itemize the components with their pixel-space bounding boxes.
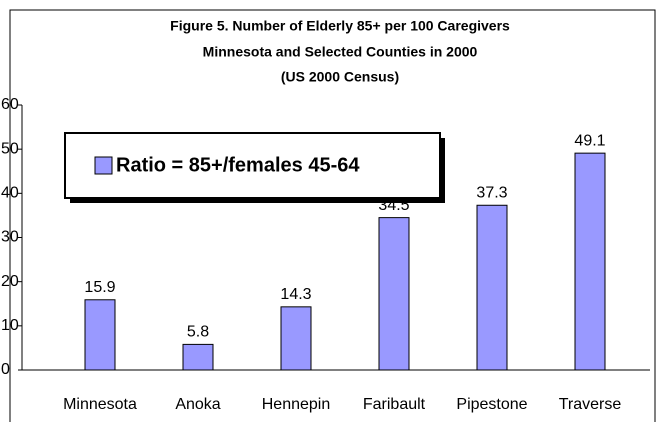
chart-title: (US 2000 Census) <box>281 69 399 85</box>
legend <box>64 132 441 199</box>
value-label: 37.3 <box>476 184 507 201</box>
bar <box>476 204 508 371</box>
bar <box>182 343 214 371</box>
bar <box>378 217 410 371</box>
y-tick-label: 0 <box>1 361 10 378</box>
chart-title: Minnesota and Selected Counties in 2000 <box>203 44 478 60</box>
bar <box>574 152 606 371</box>
y-tick-label: 30 <box>1 229 19 246</box>
value-label: 15.9 <box>84 279 115 296</box>
chart-title: Figure 5. Number of Elderly 85+ per 100 … <box>170 18 510 34</box>
y-tick-label: 60 <box>1 96 19 113</box>
x-tick-label: Anoka <box>175 396 220 413</box>
y-tick-label: 10 <box>1 317 19 334</box>
legend-label: Ratio = 85+/females 45-64 <box>116 154 360 176</box>
x-tick-label: Faribault <box>363 396 426 413</box>
bar <box>84 299 116 371</box>
bar <box>280 306 312 371</box>
y-tick-label: 40 <box>1 185 19 202</box>
x-tick-label: Minnesota <box>63 396 137 413</box>
value-label: 49.1 <box>574 132 605 149</box>
chart-frame <box>9 9 656 422</box>
value-label: 14.3 <box>280 286 311 303</box>
y-tick-label: 20 <box>1 273 19 290</box>
x-tick-label: Pipestone <box>456 396 527 413</box>
legend-swatch <box>94 156 113 175</box>
value-label: 5.8 <box>187 324 209 341</box>
x-tick-label: Traverse <box>559 396 622 413</box>
y-tick-label: 50 <box>1 140 19 157</box>
x-tick-label: Hennepin <box>262 396 331 413</box>
